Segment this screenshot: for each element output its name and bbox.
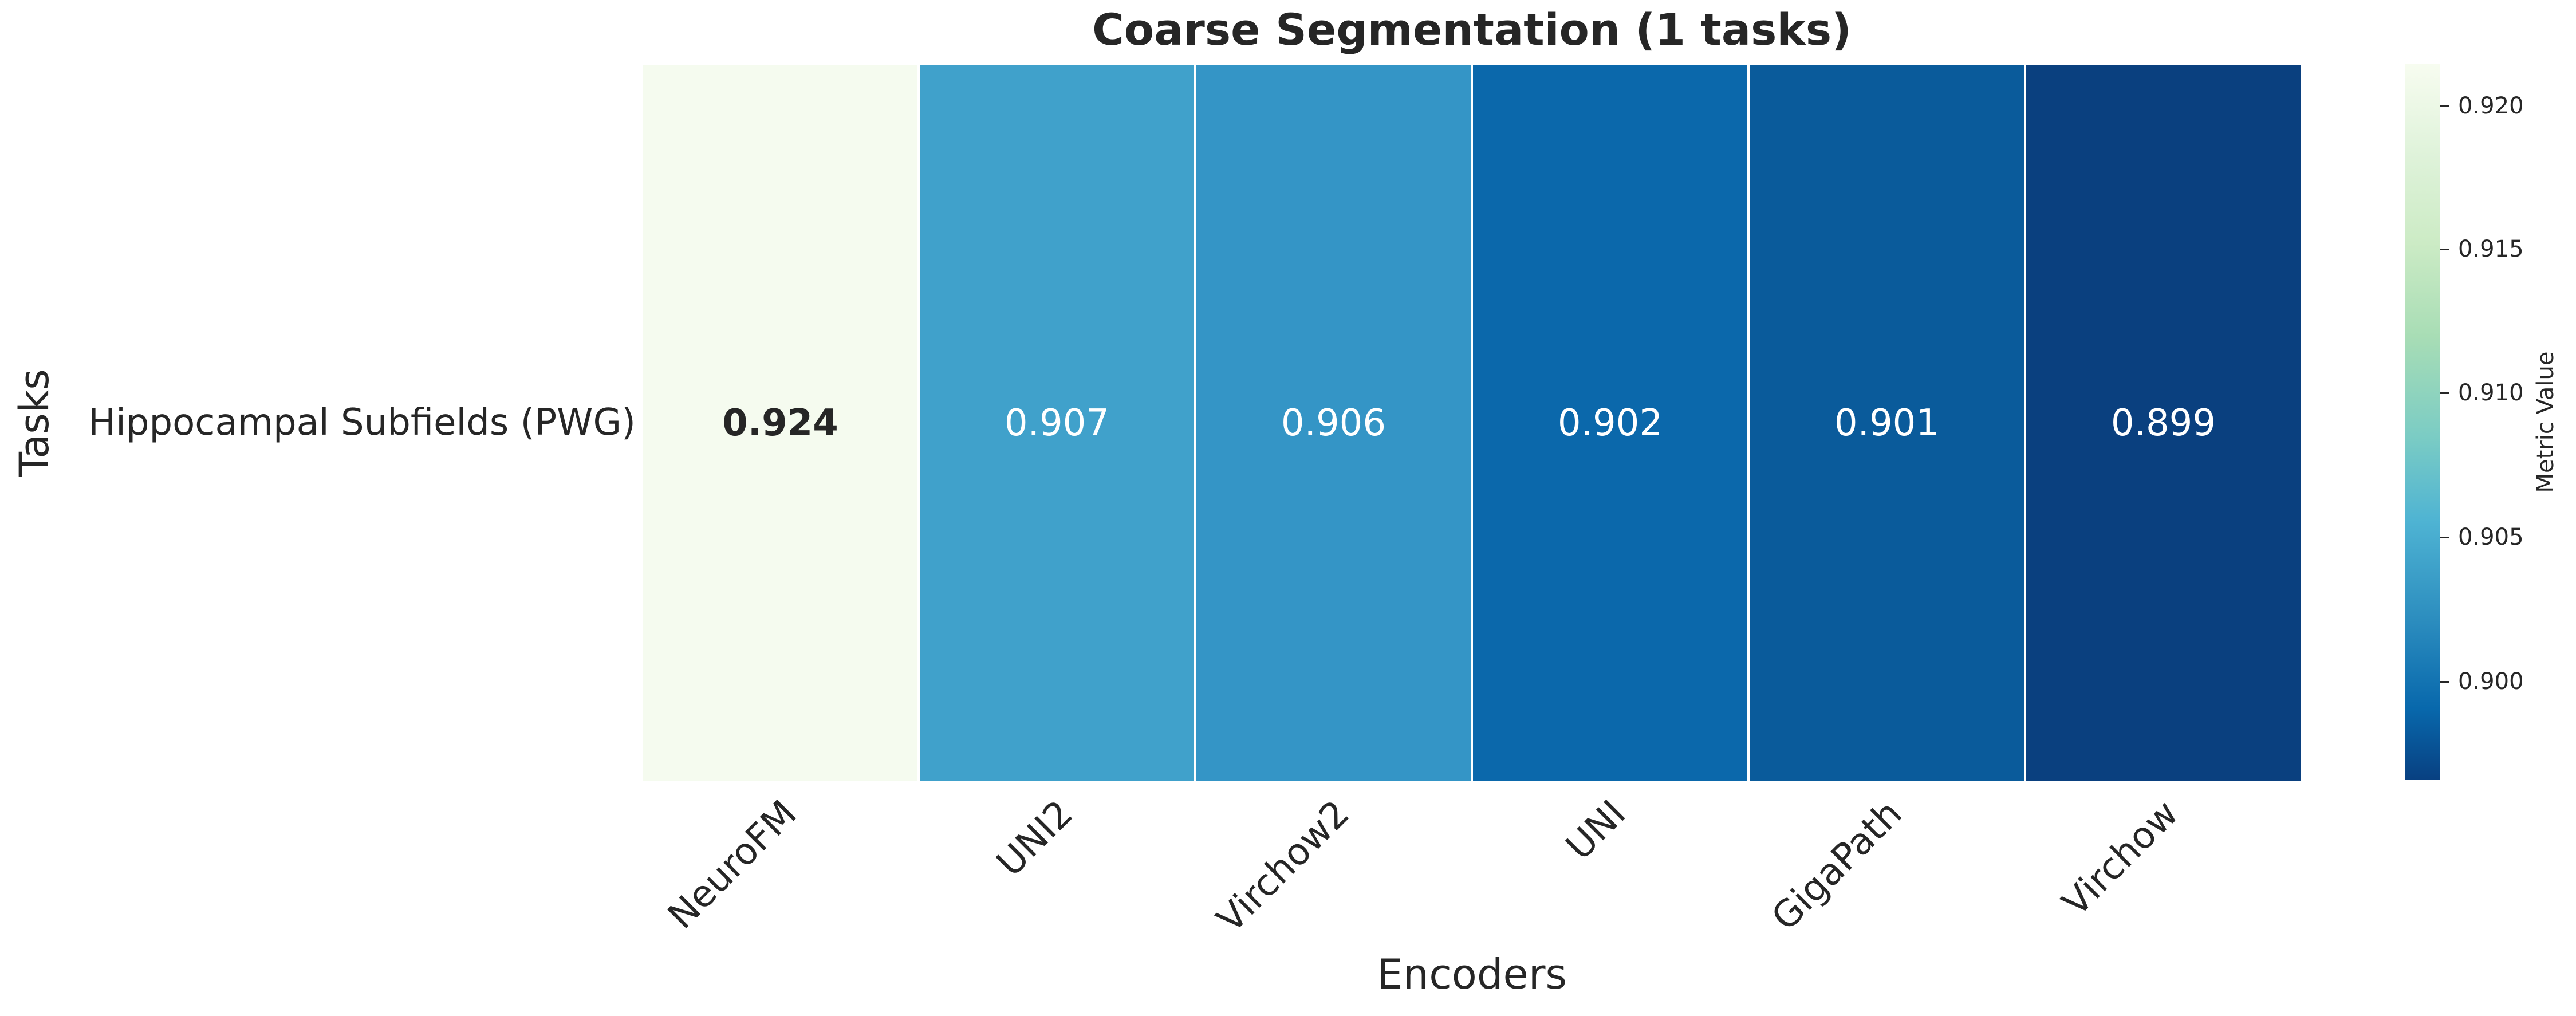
heatmap-grid: 0.924 0.907 0.906 0.902 0.901 0.899: [643, 65, 2301, 781]
y-tick-label: Hippocampal Subfields (PWG): [88, 401, 636, 444]
colorbar-tick: [2440, 105, 2449, 107]
x-axis-ticks: NeuroFM UNI2 Virchow2 UNI GigaPath Virch…: [643, 790, 2301, 962]
colorbar-tick-label: 0.910: [2458, 380, 2524, 406]
cell-value: 0.907: [1004, 401, 1110, 444]
colorbar-tick: [2440, 537, 2449, 538]
x-tick-label: Virchow: [2054, 792, 2187, 925]
x-tick-label: Virchow2: [1209, 792, 1358, 942]
colorbar-tick-label: 0.905: [2458, 524, 2524, 550]
colorbar-label: Metric Value: [2532, 351, 2559, 493]
x-tick-label: UNI: [1558, 792, 1634, 869]
y-axis-label: Tasks: [11, 369, 58, 477]
chart-title: Coarse Segmentation (1 tasks): [1092, 4, 1852, 55]
x-tick-label: GigaPath: [1763, 792, 1911, 939]
colorbar-tick: [2440, 681, 2449, 683]
colorbar-tick-label: 0.915: [2458, 236, 2524, 262]
colorbar-tick: [2440, 249, 2449, 250]
colorbar: [2405, 64, 2440, 780]
heatmap-cell: 0.924: [643, 65, 917, 781]
colorbar-tick: [2440, 392, 2449, 394]
colorbar-tick-label: 0.900: [2458, 668, 2524, 695]
x-axis-label: Encoders: [1377, 950, 1567, 998]
cell-value: 0.902: [1557, 401, 1663, 444]
cell-value: 0.901: [1834, 401, 1940, 444]
heatmap-cell: 0.907: [917, 65, 1194, 781]
cell-value: 0.899: [2110, 401, 2216, 444]
x-tick-label: NeuroFM: [660, 792, 805, 938]
cell-value: 0.906: [1281, 401, 1387, 444]
heatmap-cell: 0.901: [1747, 65, 2024, 781]
cell-value: 0.924: [722, 401, 838, 444]
heatmap-cell: 0.899: [2024, 65, 2301, 781]
colorbar-tick-label: 0.920: [2458, 93, 2524, 119]
heatmap-cell: 0.906: [1194, 65, 1471, 781]
heatmap-cell: 0.902: [1471, 65, 1747, 781]
x-tick-label: UNI2: [988, 792, 1082, 885]
